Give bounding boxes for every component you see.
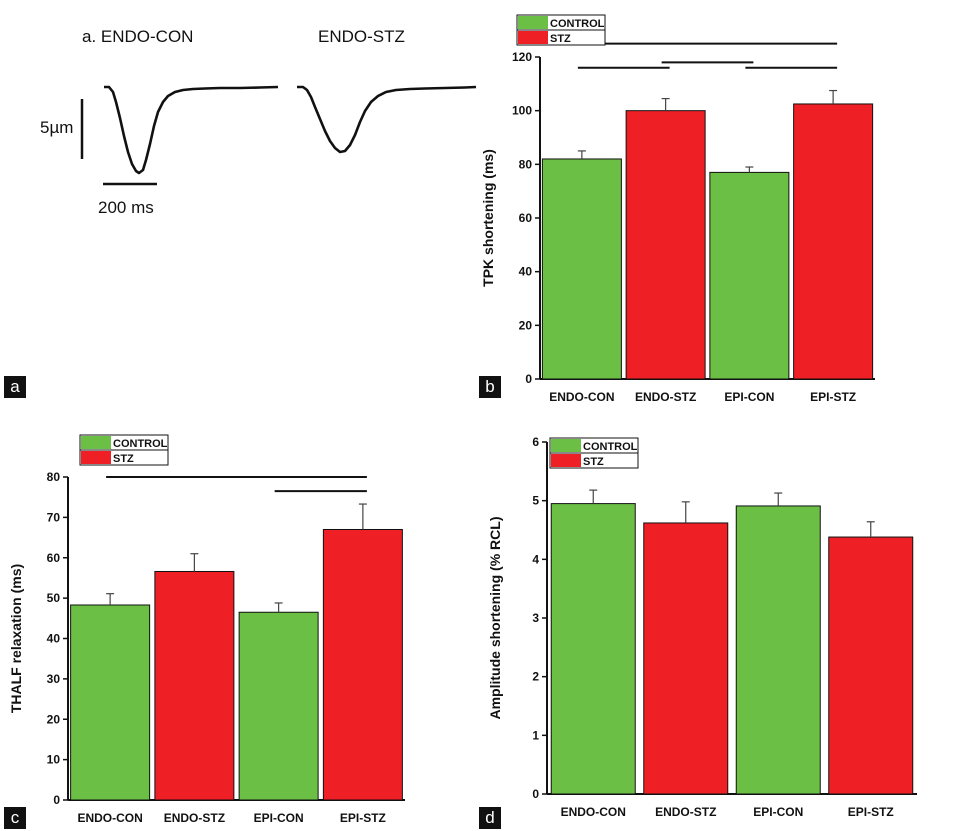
chart-d-y-tick-label: 0 (532, 787, 539, 801)
chart-svg-d: 0 1 2 3 4 5 6 Amplitude shortening (% RCL) ENDO-… (487, 435, 917, 819)
chart-d-y-tick-label: 5 (532, 494, 539, 508)
chart-c-y-tick-label: 30 (47, 672, 61, 686)
chart-c-legend-swatch (81, 436, 111, 449)
panel-d-amplitude-chart: 0 1 2 3 4 5 6 Amplitude shortening (% RCL) ENDO-… (477, 415, 954, 831)
chart-d-y-tick-label: 6 (532, 435, 539, 449)
chart-d-category-label: ENDO-STZ (655, 805, 716, 819)
chart-c-category-label: ENDO-CON (77, 811, 142, 825)
chart-c-legend-label: CONTROL (113, 438, 168, 450)
chart-c-legend-label: STZ (113, 453, 134, 465)
chart-d-legend-swatch (551, 454, 581, 467)
chart-b-bar-epi-stz (793, 103, 874, 380)
chart-c-bar-endo-con (70, 604, 151, 801)
chart-c-category-label: EPI-CON (254, 811, 304, 825)
chart-d-legend-label: STZ (583, 456, 604, 468)
chart-b-y-tick-label: 0 (525, 372, 532, 386)
chart-d-y-tick-label: 2 (532, 670, 539, 684)
chart-c-y-tick-label: 20 (47, 712, 61, 726)
chart-c-y-tick-label: 50 (47, 591, 61, 605)
chart-b-legend-label: CONTROL (550, 18, 605, 30)
chart-c-y-tick-label: 60 (47, 551, 61, 565)
chart-d-category-label: ENDO-CON (561, 805, 626, 819)
trace-endo-con (104, 85, 279, 175)
chart-b-category-label: ENDO-CON (549, 390, 614, 404)
chart-b-category-label: EPI-STZ (810, 390, 856, 404)
chart-c-bar-epi-stz (322, 528, 403, 801)
scale-bar-y-label: 5µm (40, 118, 74, 137)
chart-c-y-tick-label: 0 (53, 793, 60, 807)
chart-svg-b: 0 20 40 60 80 100 120 TPK shortening (ms) ENDO-C… (480, 14, 875, 404)
panel-b-tpk-chart: 0 20 40 60 80 100 120 TPK shortening (ms) ENDO-C… (477, 0, 954, 415)
chart-b-y-axis-label: TPK shortening (ms) (480, 149, 496, 287)
chart-d-y-tick-label: 1 (532, 728, 539, 742)
chart-c-y-tick-label: 10 (47, 753, 61, 767)
chart-c-y-tick-label: 80 (47, 470, 61, 484)
chart-d-bar-epi-con (735, 505, 821, 795)
chart-svg-c: 0 10 20 30 40 50 60 70 80 THALF relaxation (ms) EN… (8, 434, 405, 825)
chart-b-y-tick-label: 80 (519, 157, 533, 171)
chart-b-category-label: EPI-CON (724, 390, 774, 404)
chart-b-bar-endo-stz (625, 110, 706, 380)
chart-b-bar-endo-con (541, 158, 622, 380)
trace-title-endo-con: a. ENDO-CON (82, 27, 194, 46)
chart-d-legend-label: CONTROL (583, 441, 638, 453)
chart-d-y-tick-label: 4 (532, 552, 539, 566)
panel-label-c: c (4, 807, 26, 829)
chart-c-legend-swatch (81, 451, 111, 464)
traces-svg (80, 85, 477, 186)
panel-a-traces: a. ENDO-CON ENDO-STZ 5µm 200 ms a (0, 0, 477, 415)
trace-title-endo-stz: ENDO-STZ (318, 27, 405, 46)
chart-b-y-tick-label: 40 (519, 265, 533, 279)
chart-d-bar-epi-stz (828, 536, 914, 795)
chart-d-y-axis-label: Amplitude shortening (% RCL) (487, 517, 503, 720)
chart-b-y-tick-label: 20 (519, 318, 533, 332)
chart-c-legend: CONTROL STZ (79, 434, 169, 466)
chart-c-category-label: EPI-STZ (340, 811, 386, 825)
chart-b-legend-label: STZ (550, 33, 571, 45)
chart-b-bar-epi-con (709, 171, 790, 380)
panel-label-b: b (479, 376, 501, 398)
trace-endo-stz (297, 85, 477, 154)
chart-b-y-tick-label: 100 (512, 104, 532, 118)
chart-d-category-label: EPI-STZ (848, 805, 894, 819)
chart-c-category-label: ENDO-STZ (164, 811, 225, 825)
chart-c-y-tick-label: 70 (47, 510, 61, 524)
panel-label-a: a (4, 376, 26, 398)
chart-d-legend: CONTROL STZ (549, 437, 639, 469)
chart-d-category-label: EPI-CON (753, 805, 803, 819)
chart-c-y-axis-label: THALF relaxation (ms) (8, 564, 24, 713)
chart-b-legend-swatch (518, 16, 548, 29)
chart-b-category-label: ENDO-STZ (635, 390, 696, 404)
chart-d-bar-endo-stz (643, 522, 729, 795)
chart-c-bar-epi-con (238, 611, 319, 801)
chart-d-bar-endo-con (550, 503, 636, 795)
chart-b-legend: CONTROL STZ (516, 14, 606, 46)
panel-c-thalf-chart: 0 10 20 30 40 50 60 70 80 THALF relaxation (ms) EN… (0, 415, 477, 831)
chart-c-bar-endo-stz (154, 570, 235, 801)
scale-bar-x-label: 200 ms (98, 198, 154, 217)
chart-d-legend-swatch (551, 439, 581, 452)
chart-d-y-tick-label: 3 (532, 611, 539, 625)
chart-b-y-tick-label: 120 (512, 50, 532, 64)
chart-c-y-tick-label: 40 (47, 632, 61, 646)
chart-b-y-tick-label: 60 (519, 211, 533, 225)
chart-b-legend-swatch (518, 31, 548, 44)
panel-label-d: d (479, 807, 501, 829)
